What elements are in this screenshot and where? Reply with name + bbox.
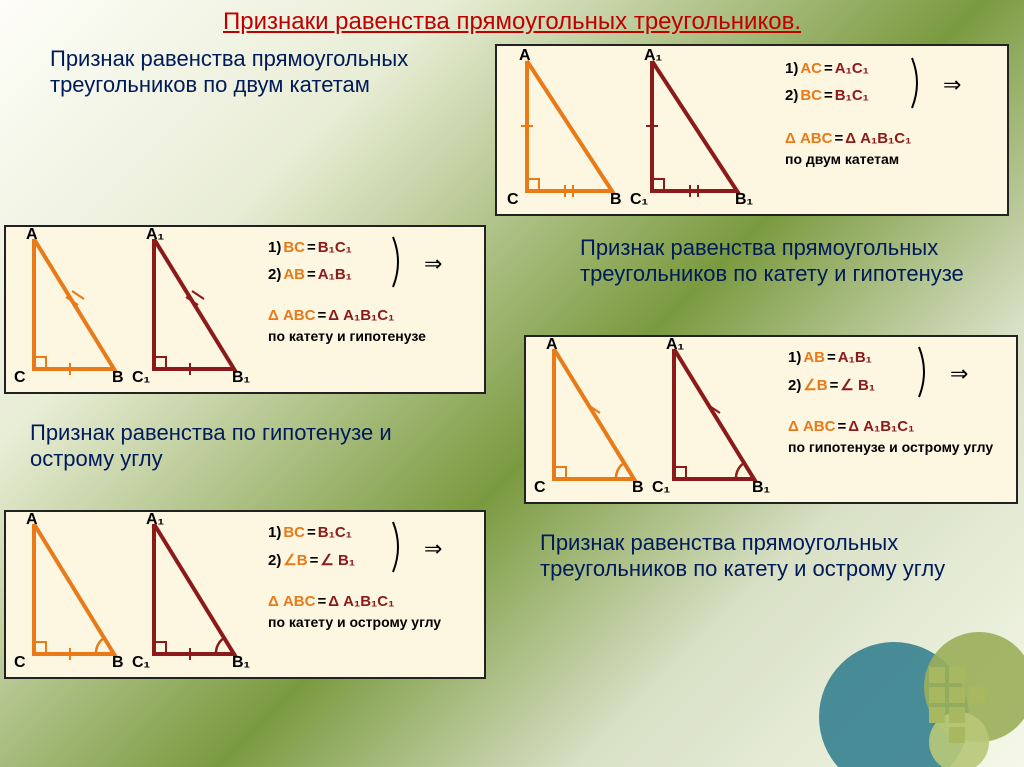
svg-text:C₁: C₁ (132, 654, 151, 671)
svg-text:B₁: B₁ (232, 654, 251, 671)
triangles-hyp-angle: A C B A₁ C₁ B₁ (526, 337, 786, 502)
arrow-icon: ⇒ (424, 536, 442, 562)
svg-text:C₁: C₁ (652, 479, 671, 496)
svg-text:B: B (112, 654, 124, 671)
formula-p1: 1) AC = A₁C₁ 2) BC = B₁C₁ ⇒ Δ ABC = Δ A₁… (785, 60, 911, 167)
svg-text:B: B (112, 369, 124, 386)
svg-text:A: A (26, 227, 38, 243)
arrow-icon: ⇒ (950, 361, 968, 387)
svg-text:B₁: B₁ (752, 479, 771, 496)
svg-text:C: C (14, 654, 26, 671)
svg-text:B: B (610, 191, 622, 208)
label-leg-hypotenuse: Признак равенства прямоугольных треуголь… (580, 235, 1000, 287)
label-hyp-angle: Признак равенства по гипотенузе и остром… (30, 420, 460, 472)
svg-text:A₁: A₁ (146, 512, 165, 528)
panel-hyp-angle: A C B A₁ C₁ B₁ 1) AB = A₁B₁ 2)∠B = ∠ B₁ … (524, 335, 1018, 504)
page-title: Признаки равенства прямоугольных треугол… (0, 0, 1024, 36)
panel-leg-angle: A C B A₁ C₁ B₁ 1) BC = B₁C₁ 2) ∠B = ∠ B₁… (4, 510, 486, 679)
panel-two-legs: A C B A₁ C₁ B₁ 1) AC = A₁C₁ 2) BC = B₁C₁… (495, 44, 1009, 216)
svg-text:A₁: A₁ (146, 227, 165, 243)
triangles-leg-hypotenuse: A C B A₁ C₁ B₁ (6, 227, 266, 392)
svg-text:C: C (14, 369, 26, 386)
svg-text:A: A (519, 47, 531, 64)
triangles-two-legs: A C B A₁ C₁ B₁ (497, 46, 777, 214)
svg-text:C: C (507, 191, 519, 208)
panel-leg-hypotenuse: A C B A₁ C₁ B₁ 1) BC = B₁C₁ 2) AB = A₁B₁… (4, 225, 486, 394)
svg-text:B₁: B₁ (735, 191, 754, 208)
svg-text:B: B (632, 479, 644, 496)
svg-text:C₁: C₁ (132, 369, 151, 386)
arrow-icon: ⇒ (424, 251, 442, 277)
svg-text:C₁: C₁ (630, 191, 649, 208)
label-two-legs: Признак равенства прямоугольных треуголь… (50, 46, 480, 98)
svg-text:A₁: A₁ (666, 337, 685, 353)
corner-decoration (764, 567, 1024, 767)
triangles-leg-angle: A C B A₁ C₁ B₁ (6, 512, 266, 677)
svg-text:C: C (534, 479, 546, 496)
svg-text:A₁: A₁ (644, 47, 663, 64)
svg-text:A: A (546, 337, 558, 353)
svg-text:A: A (26, 512, 38, 528)
arrow-icon: ⇒ (943, 72, 961, 98)
svg-text:B₁: B₁ (232, 369, 251, 386)
